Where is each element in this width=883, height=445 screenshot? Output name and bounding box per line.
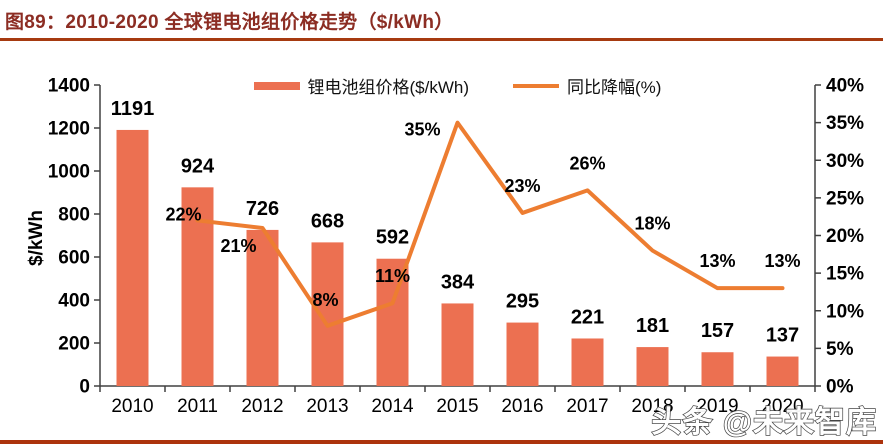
bar-value-label: 668 <box>311 210 344 232</box>
decline-point-label: 18% <box>634 214 670 234</box>
legend-item-price: 锂电池组价格($/kWh) <box>253 73 470 98</box>
decline-point-label: 13% <box>764 251 800 271</box>
bar-series-swatch <box>253 81 300 90</box>
right-tick-label: 5% <box>826 339 854 360</box>
decline-line <box>195 120 785 328</box>
x-tick-label: 2020 <box>761 396 803 417</box>
left-axis-title: $/kWh <box>26 210 47 266</box>
left-tick-label: 600 <box>58 248 90 269</box>
decline-point-label: 8% <box>312 290 338 310</box>
right-tick-label: 30% <box>826 151 864 172</box>
x-tick-label: 2014 <box>371 396 414 417</box>
price-bar <box>116 129 149 386</box>
legend-label-decline: 同比降幅(%) <box>567 78 662 97</box>
bar-value-label: 157 <box>701 320 734 342</box>
chart-legend: 锂电池组价格($/kWh) 同比降幅(%) <box>100 73 815 98</box>
price-bar <box>636 347 669 386</box>
figure-title: 图89：2010-2020 全球锂电池组价格走势（$/kWh） <box>5 12 454 33</box>
decline-point-label: 35% <box>404 120 440 140</box>
bar-value-label: 295 <box>506 291 539 313</box>
right-tick-label: 0% <box>826 377 854 398</box>
x-tick-label: 2016 <box>501 396 543 417</box>
legend-label-price: 锂电池组价格($/kWh) <box>307 78 470 97</box>
bar-value-label: 181 <box>636 315 669 337</box>
x-tick-label: 2013 <box>306 396 348 417</box>
right-tick-label: 35% <box>826 113 864 134</box>
decline-point-label: 21% <box>220 236 256 256</box>
left-tick-label: 400 <box>58 291 90 312</box>
bar-value-label: 924 <box>181 155 215 177</box>
price-bar <box>311 242 344 386</box>
bar-value-label: 384 <box>441 271 475 293</box>
right-tick-label: 40% <box>826 76 864 97</box>
decline-point-label: 26% <box>569 153 605 173</box>
decline-point-label: 22% <box>165 204 201 224</box>
bar-value-label: 221 <box>571 306 604 328</box>
price-bar <box>766 356 799 386</box>
decline-point-label: 11% <box>375 266 410 286</box>
line-series-swatch <box>513 83 560 88</box>
left-tick-label: 800 <box>58 205 90 226</box>
right-tick-label: 15% <box>826 264 864 285</box>
right-tick-label: 25% <box>826 188 864 209</box>
left-tick-label: 1200 <box>48 119 90 140</box>
x-tick-label: 2012 <box>241 396 283 417</box>
decline-point-label: 23% <box>504 176 540 196</box>
x-tick-label: 2019 <box>696 396 738 417</box>
price-bar <box>246 229 279 386</box>
bottom-divider <box>0 440 883 444</box>
x-tick-label: 2011 <box>177 396 218 417</box>
price-bar <box>376 258 409 386</box>
left-tick-label: 1400 <box>48 76 90 97</box>
left-tick-label: 0 <box>79 377 90 398</box>
price-bar <box>506 322 539 386</box>
decline-point-label: 13% <box>699 251 735 271</box>
x-tick-label: 2010 <box>111 396 153 417</box>
legend-item-decline: 同比降幅(%) <box>513 73 661 98</box>
title-divider <box>0 38 883 41</box>
bar-value-label: 137 <box>766 325 799 347</box>
price-bar <box>701 352 734 386</box>
right-tick-label: 20% <box>826 226 864 247</box>
x-tick-label: 2018 <box>631 396 673 417</box>
bar-value-label: 592 <box>376 227 409 249</box>
left-tick-label: 1000 <box>48 162 90 183</box>
x-tick-label: 2017 <box>566 396 608 417</box>
right-tick-label: 10% <box>826 301 864 322</box>
x-tick-label: 2015 <box>436 396 478 417</box>
price-bar <box>441 303 474 386</box>
price-bar <box>571 338 604 386</box>
left-tick-label: 200 <box>58 334 90 355</box>
watermark: 头条 @未来智库 <box>651 405 877 439</box>
bar-value-label: 726 <box>246 198 279 220</box>
bar-value-label: 1191 <box>111 98 154 120</box>
